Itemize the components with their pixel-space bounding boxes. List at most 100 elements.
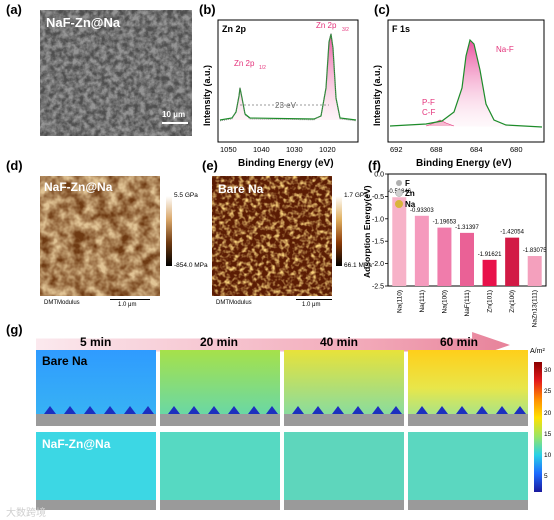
- xps-f-peak-minor2: C-F: [422, 108, 435, 117]
- afm-scale-e: 1.0 μm: [302, 302, 321, 308]
- xps-f-xticks: 692 688 684 680: [390, 145, 523, 154]
- xps-zn-raw: [219, 32, 357, 122]
- sim-naf-substrate: [36, 500, 528, 510]
- sim-colorbar-ticks: 30 25 20 15 10 5: [544, 360, 551, 488]
- bar: [460, 232, 474, 286]
- bar-x-label: Na(110): [396, 290, 403, 313]
- watermark: 大数跨境: [6, 508, 46, 519]
- panel-label-a: (a): [6, 2, 22, 17]
- bar-y-tick-label: -0.5: [372, 194, 384, 201]
- xps-zn-xtick: 1050: [220, 145, 237, 154]
- xps-f-fill: [390, 40, 542, 127]
- panel-label-f: (f): [368, 158, 381, 173]
- xps-zn-gap: 23 eV: [275, 101, 297, 110]
- legend-na-dot: [395, 200, 403, 208]
- xps-f-minor-peak: [425, 119, 455, 127]
- bar-x-label: Na(100): [441, 290, 448, 313]
- xps-zn-peak1-sub: 1/2: [259, 65, 266, 71]
- xps-f-chart: F 1s Na-F P-F C-F 692 688 684 680 Bindin…: [372, 19, 545, 168]
- afm-title-e: Bare Na: [218, 182, 264, 196]
- xps-zn-xtick: 1020: [319, 145, 336, 154]
- sem-scale-label: 10 μm: [162, 110, 186, 119]
- time-label-20: 20 min: [200, 335, 239, 349]
- afm-scale-bar-d: [110, 299, 150, 300]
- xps-f-xtick: 688: [430, 145, 443, 154]
- sem-image: NaF-Zn@Na 10 μm: [40, 10, 192, 136]
- panel-label-e: (e): [202, 158, 218, 173]
- xps-f-xtick: 680: [510, 145, 523, 154]
- afm-colorbar-e: [336, 196, 342, 266]
- afm-image-d: NaF-Zn@Na: [40, 176, 160, 296]
- afm-mode-d: DMTModulus: [44, 300, 80, 306]
- sim-colorbar-unit: A/m²: [530, 348, 545, 355]
- bar: [392, 197, 407, 286]
- bar-x-label: Zn(100): [509, 290, 516, 313]
- bar-x-label: Zn(101): [487, 290, 494, 313]
- sim-bare-20min: [160, 350, 280, 426]
- sim-row-label-bare: Bare Na: [42, 354, 88, 368]
- bar-value-label: -1.31397: [455, 225, 479, 231]
- bar-x-label: NaZn13(111): [532, 290, 539, 327]
- bar: [414, 215, 429, 286]
- afm-cmin-e: 66.1 MPa: [344, 262, 372, 269]
- sim-bare-5min: [36, 350, 156, 426]
- time-label-40: 40 min: [320, 335, 359, 349]
- xps-f-xlabel: Binding Energy (eV): [416, 158, 512, 168]
- panel-label-g: (g): [6, 322, 23, 337]
- panel-label-d: (d): [6, 158, 23, 173]
- afm-cmin-d: -854.0 MPa: [174, 262, 208, 269]
- xps-f-xtick: 684: [470, 145, 483, 154]
- sim-cbar-tick: 15: [544, 430, 552, 438]
- xps-zn-xtick: 1040: [253, 145, 270, 154]
- bar: [437, 227, 452, 286]
- xps-f-corner: F 1s: [392, 24, 410, 34]
- afm-image-e: Bare Na: [212, 176, 332, 296]
- sim-naf-5min: [36, 432, 156, 510]
- sim-bare-60min: [408, 350, 528, 426]
- xps-f-fit: [389, 38, 543, 128]
- bar-series: [392, 197, 542, 286]
- sim-naf-20min: [160, 432, 280, 510]
- xps-zn-xtick: 1030: [286, 145, 303, 154]
- xps-f-xtick: 692: [390, 145, 403, 154]
- time-label-5: 5 min: [80, 335, 112, 349]
- sim-cbar-tick: 5: [544, 473, 548, 481]
- afm-scale-bar-e: [296, 299, 332, 300]
- bar-y-tick-label: -1.0: [372, 216, 384, 223]
- sem-texture: [40, 10, 192, 136]
- bar-ylabel: Adsorption Energy(eV): [362, 185, 372, 278]
- sim-colorbar: [534, 362, 542, 492]
- panel-label-c: (c): [374, 2, 390, 17]
- sim-row-label-naf: NaF-Zn@Na: [42, 437, 111, 451]
- legend-f: F: [405, 179, 410, 188]
- afm-colorbar-d: [166, 196, 172, 266]
- bar-x-label: NaF(111): [464, 290, 471, 317]
- bar: [527, 256, 542, 286]
- xps-zn-xticks: 1050 1040 1030 1020: [220, 145, 336, 154]
- sim-bare-substrate: [36, 406, 528, 426]
- bar: [505, 237, 520, 286]
- xps-zn-xlabel: Binding Energy (eV): [238, 158, 334, 168]
- sim-naf-60min: [408, 432, 528, 510]
- sem-title: NaF-Zn@Na: [46, 15, 121, 30]
- sem-scale-bar: [162, 122, 188, 124]
- time-label-60: 60 min: [440, 335, 479, 349]
- xps-zn-peak1: Zn 2p: [234, 59, 255, 68]
- legend-zn: Zn: [405, 189, 415, 198]
- xps-f-peak-main: Na-F: [496, 45, 514, 54]
- afm-cmax-e: 1.7 GPa: [344, 192, 368, 199]
- bar: [482, 259, 497, 286]
- xps-zn-fill: [220, 34, 356, 120]
- xps-zn-peak2-sub: 3/2: [342, 27, 349, 33]
- legend-f-dot: [396, 180, 402, 186]
- sim-cbar-tick: 20: [544, 409, 552, 417]
- bar-y-tick-label: -1.5: [372, 239, 384, 246]
- xps-zn-chart: Zn 2p 23 eV Zn 2p 1/2 Zn 2p 3/2 1050 104…: [202, 19, 359, 168]
- sim-cbar-tick: 25: [544, 388, 552, 396]
- xps-f-peak-minor1: P-F: [422, 98, 435, 107]
- xps-f-ylabel: Intensity (a.u.): [372, 65, 382, 126]
- bar-y-tick-label: 0.0: [374, 172, 384, 179]
- xps-zn-peak2: Zn 2p: [316, 21, 337, 30]
- bar-y-tick-label: -2.0: [372, 261, 384, 268]
- legend-zn-dot: [395, 189, 403, 197]
